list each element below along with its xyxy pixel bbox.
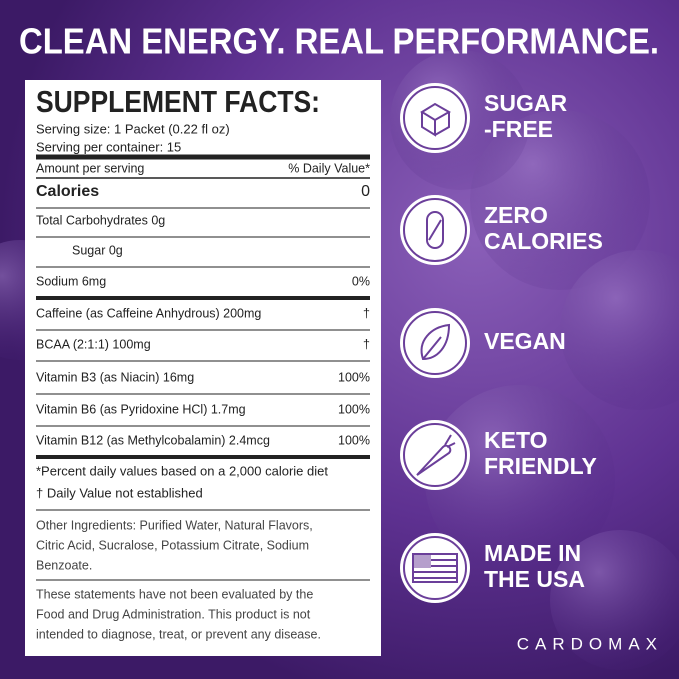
- badge-label: CALORIES: [484, 228, 603, 254]
- row-dv: †: [363, 306, 370, 320]
- row-label: Sodium 6mg: [36, 274, 106, 288]
- facts: SUPPLEMENT FACTS: Serving size: 1 Packet …: [36, 84, 370, 641]
- badge-label: FRIENDLY: [484, 453, 597, 479]
- serving-size: Serving size: 1 Packet (0.22 fl oz): [36, 121, 230, 136]
- ingredients: Other Ingredients: Purified Water, Natur…: [36, 518, 313, 532]
- badge-label: ZERO: [484, 202, 548, 228]
- badge-label: -FREE: [484, 116, 553, 142]
- row-label: Calories: [36, 183, 99, 200]
- vegan-icon: [400, 308, 470, 378]
- row-dv: 100%: [338, 370, 370, 384]
- disclaimer: These statements have not been evaluated…: [36, 587, 313, 601]
- facts-title: SUPPLEMENT FACTS:: [36, 84, 320, 119]
- brand: CARDOMAX: [517, 634, 663, 653]
- footnote: † Daily Value not established: [36, 485, 203, 500]
- sugar-icon: [400, 83, 470, 153]
- row-label: Caffeine (as Caffeine Anhydrous) 200mg: [36, 306, 261, 320]
- keto-icon: [400, 420, 470, 490]
- servings: Serving per container: 15: [36, 139, 181, 154]
- row-label: BCAA (2:1:1) 100mg: [36, 337, 151, 351]
- row-dv: 0%: [352, 274, 370, 288]
- row-label: Vitamin B12 (as Methylcobalamin) 2.4mcg: [36, 433, 270, 447]
- row-dv: †: [363, 337, 370, 351]
- headline: CLEAN ENERGY. REAL PERFORMANCE.: [19, 21, 659, 62]
- row-dv: 0: [361, 183, 370, 200]
- row-dv: 100%: [338, 433, 370, 447]
- dv-header: % Daily Value*: [288, 161, 370, 175]
- disclaimer: Food and Drug Administration. This produ…: [36, 607, 311, 621]
- badge-label: SUGAR: [484, 90, 567, 116]
- calories-icon: [400, 195, 470, 265]
- usa-icon: [400, 533, 470, 603]
- amount-header: Amount per serving: [36, 161, 144, 175]
- row-label: Sugar 0g: [72, 243, 123, 257]
- ingredients: Citric Acid, Sucralose, Potassium Citrat…: [36, 538, 309, 552]
- row-label: Vitamin B6 (as Pyridoxine HCl) 1.7mg: [36, 402, 246, 416]
- ingredients: Benzoate.: [36, 558, 92, 572]
- badge-label: KETO: [484, 427, 547, 453]
- row-label: Vitamin B3 (as Niacin) 16mg: [36, 370, 194, 384]
- row-label: Total Carbohydrates 0g: [36, 213, 165, 227]
- badge-label: VEGAN: [484, 328, 566, 354]
- disclaimer: intended to diagnose, treat, or prevent …: [36, 627, 321, 641]
- footnote: *Percent daily values based on a 2,000 c…: [36, 463, 328, 478]
- facts-panel: [25, 80, 381, 656]
- badge-label: THE USA: [484, 566, 585, 592]
- row-dv: 100%: [338, 402, 370, 416]
- badge-label: MADE IN: [484, 540, 581, 566]
